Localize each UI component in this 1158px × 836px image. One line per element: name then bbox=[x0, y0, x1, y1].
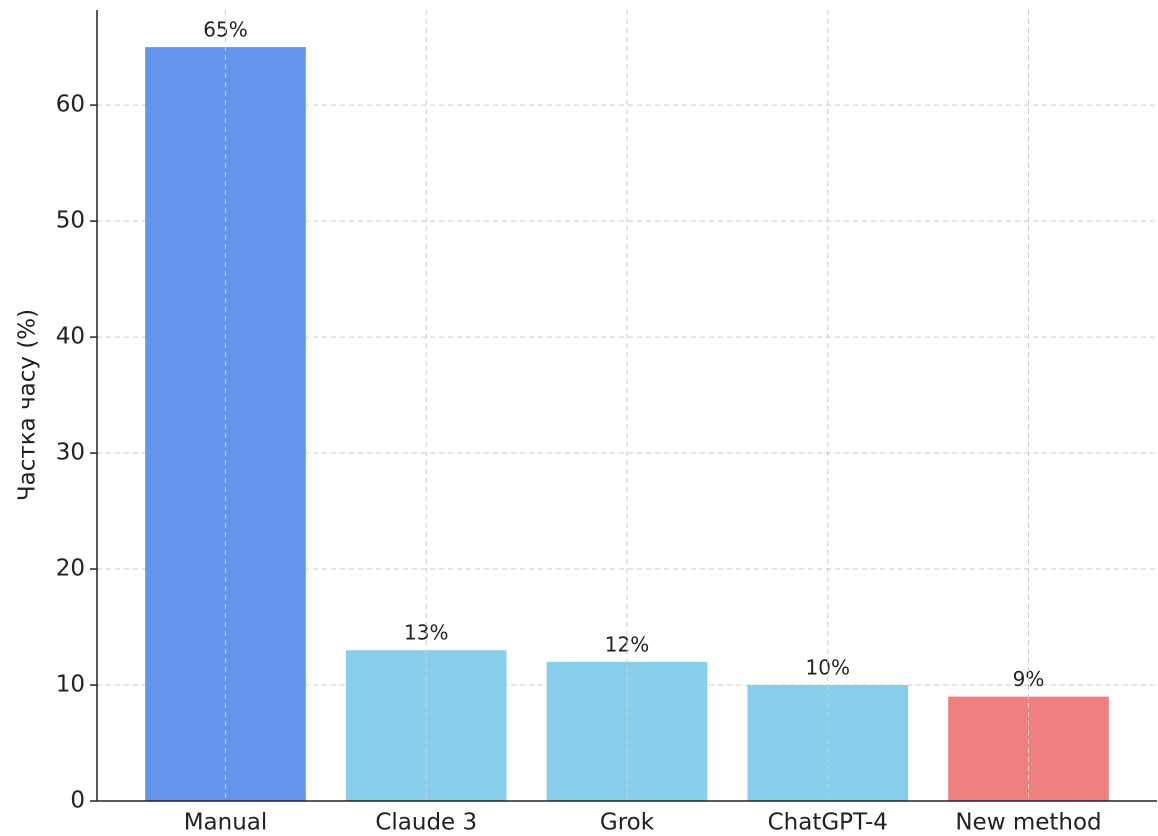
y-tick-label: 50 bbox=[56, 208, 85, 234]
y-axis-label: Частка часу (%) bbox=[15, 309, 41, 501]
x-tick-label: Claude 3 bbox=[375, 810, 477, 836]
y-tick-label: 40 bbox=[56, 324, 85, 350]
y-tick-label: 10 bbox=[56, 672, 85, 698]
x-tick-label: Grok bbox=[600, 810, 655, 836]
y-tick-label: 60 bbox=[56, 92, 85, 118]
x-tick-label: ChatGPT-4 bbox=[768, 810, 888, 836]
x-tick-label: Manual bbox=[184, 810, 268, 836]
y-tick-label: 0 bbox=[70, 788, 85, 814]
y-tick-label: 30 bbox=[56, 440, 85, 466]
y-tick-label: 20 bbox=[56, 556, 85, 582]
x-tick-label: New method bbox=[955, 810, 1101, 836]
